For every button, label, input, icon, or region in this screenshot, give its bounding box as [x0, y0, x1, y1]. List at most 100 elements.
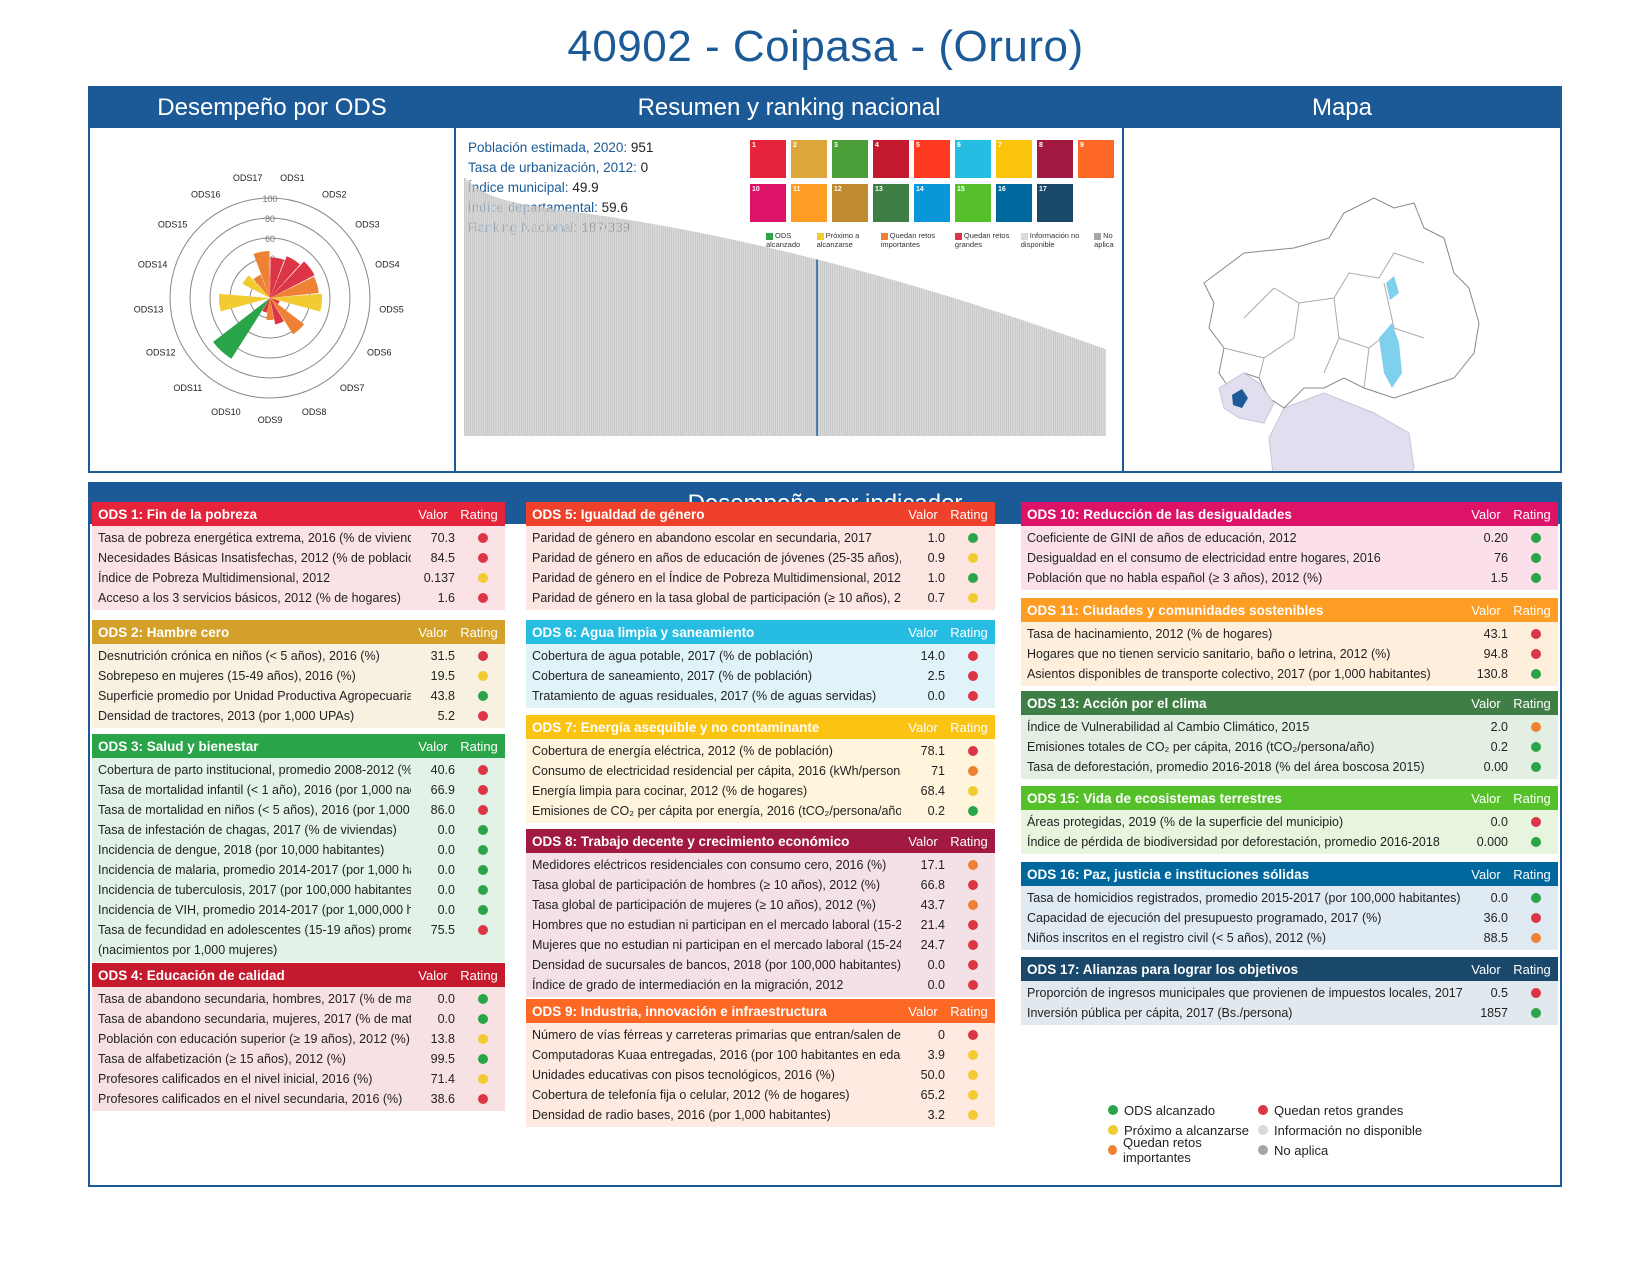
ranking-bar [933, 292, 936, 436]
indicator-value: 40.6 [430, 763, 455, 777]
indicator-value: 13.8 [430, 1032, 455, 1046]
rating-dot [968, 746, 978, 756]
indicator-value: 0 [938, 1028, 945, 1042]
ranking-bar [577, 212, 580, 436]
indicator-rating [461, 528, 505, 548]
rating-legend-item: Quedan retos importantes [1108, 1135, 1258, 1165]
indicator-value: 2.5 [927, 669, 945, 683]
legend-swatch [1020, 232, 1028, 240]
ranking-bar [624, 219, 627, 436]
indicator-value: 0.0 [437, 903, 455, 917]
indicator-name: Niños inscritos en el registro civil (< … [1027, 931, 1327, 945]
ranking-bar [1032, 323, 1034, 436]
indicator-value: 43.7 [920, 898, 945, 912]
ranking-bar [696, 232, 699, 436]
indicator-card: ODS 13: Acción por el clima Valor Rating Ín… [1021, 691, 1558, 779]
indicator-rating [951, 781, 995, 801]
card-title: ODS 11: Ciudades y comunidades sostenibl… [1027, 602, 1324, 618]
rating-header: Rating [1513, 866, 1551, 882]
polar-category-label: ODS17 [233, 173, 263, 183]
ranking-bar [704, 233, 707, 436]
ranking-bar [488, 194, 491, 436]
ranking-bar [630, 220, 633, 436]
indicator-value: 0.0 [927, 958, 945, 972]
ranking-bar [588, 213, 591, 436]
polar-gridline [169, 197, 371, 399]
stat-row: Población estimada, 2020: 951 [468, 138, 653, 158]
indicator-rating [951, 686, 995, 706]
ranking-bar [865, 272, 868, 436]
rating-header: Rating [460, 624, 498, 640]
rating-dot [478, 1054, 488, 1064]
ranking-bar [535, 206, 538, 436]
indicator-value: 0.0 [927, 978, 945, 992]
ranking-bar [1020, 319, 1023, 436]
ranking-bar [611, 217, 614, 436]
ranking-bar [1098, 346, 1101, 436]
indicator-name: Tratamiento de aguas residuales, 2017 (%… [532, 689, 877, 703]
ranking-bar [1041, 326, 1044, 436]
indicator-rating [1514, 528, 1558, 548]
ranking-bar [967, 302, 970, 436]
sdg-icon: 3 [832, 140, 868, 178]
ranking-bar [518, 203, 521, 436]
ranking-bar [1064, 334, 1066, 436]
card-title: ODS 13: Acción por el clima [1027, 695, 1207, 711]
indicator-row: Tasa de homicidios registrados, promedio… [1021, 888, 1558, 908]
rating-dot [478, 865, 488, 875]
indicator-value: 0.0 [927, 689, 945, 703]
value-header: Valor [418, 624, 448, 640]
polar-tick-label: 100 [262, 194, 277, 204]
sdg-icon: 2 [791, 140, 827, 178]
indicator-rating [1514, 1003, 1558, 1023]
ranking-bar [1039, 326, 1042, 436]
indicator-name: Tasa de abandono secundaria, mujeres, 20… [98, 1012, 411, 1026]
legend-swatch [1094, 232, 1102, 240]
ranking-bar [784, 251, 786, 436]
indicator-name: Áreas protegidas, 2019 (% de la superfic… [1027, 815, 1344, 829]
indicator-row: Paridad de género en años de educación d… [526, 548, 995, 568]
ranking-bar [740, 241, 743, 436]
rating-dot [1531, 913, 1541, 923]
indicator-value: 19.5 [430, 669, 455, 683]
ranking-bar [570, 211, 572, 436]
map-south-region [1268, 392, 1415, 529]
rating-legend-item: No aplica [1258, 1140, 1428, 1160]
value-header: Valor [908, 719, 938, 735]
card-title: ODS 2: Hambre cero [98, 624, 230, 640]
rating-dot [968, 671, 978, 681]
indicator-row: Emisiones de CO₂ per cápita por energía,… [526, 801, 995, 821]
ranking-bar [473, 185, 476, 436]
ranking-bar [1009, 316, 1012, 436]
rating-dot [478, 925, 488, 935]
card-title: ODS 1: Fin de la pobreza [98, 506, 258, 522]
legend-label: Quedan retos grandes [1274, 1102, 1404, 1118]
sdg-icon: 1 [750, 140, 786, 178]
indicator-row: Tasa de infestación de chagas, 2017 (% d… [92, 820, 505, 840]
rating-legend: ODS alcanzado Quedan retos grandes Próximo… [1108, 1100, 1428, 1165]
ranking-bar [623, 219, 625, 436]
card-header: ODS 2: Hambre cero Valor Rating [92, 620, 505, 644]
indicator-value: 0.2 [927, 804, 945, 818]
sdg-icon: 6 [955, 140, 991, 178]
ranking-bar [943, 294, 945, 436]
ranking-bar [903, 283, 905, 436]
ranking-bar [712, 235, 714, 436]
polar-category-label: ODS16 [191, 189, 221, 199]
ranking-bar [848, 267, 851, 436]
indicator-rating [1514, 644, 1558, 664]
indicator-value: 0.00 [1483, 760, 1508, 774]
ranking-bar [952, 297, 955, 436]
ranking-bar [973, 304, 976, 436]
ranking-bar [837, 264, 839, 436]
indicator-rating [461, 1049, 505, 1069]
ranking-bar [685, 230, 688, 436]
ranking-bar [880, 276, 883, 436]
ranking-bar [755, 244, 758, 436]
summary-panel-header: Resumen y ranking nacional [456, 88, 1122, 128]
card-header: ODS 8: Trabajo decente y crecimiento eco… [526, 829, 995, 853]
ranking-bar [607, 216, 610, 436]
card-body: Número de vías férreas y carreteras prim… [526, 1023, 995, 1127]
indicator-name: Incidencia de tuberculosis, 2017 (por 10… [98, 883, 411, 897]
indicator-row: Necesidades Básicas Insatisfechas, 2012 … [92, 548, 505, 568]
